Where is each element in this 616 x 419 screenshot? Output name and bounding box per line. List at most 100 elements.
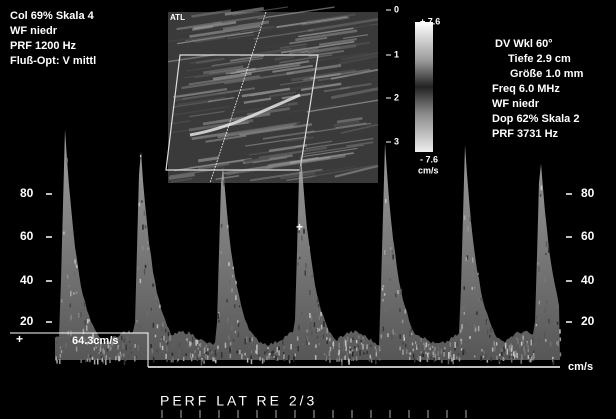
speckle (251, 359, 253, 364)
speckle (290, 344, 292, 350)
speckle (444, 347, 446, 350)
speckle (125, 356, 127, 361)
speckle (550, 342, 552, 347)
speckle (464, 349, 466, 354)
speckle (411, 333, 413, 335)
speckle (185, 353, 187, 355)
speckle (164, 348, 166, 351)
speckle (366, 351, 368, 354)
speckle (370, 355, 372, 359)
speckle (65, 342, 67, 348)
speckle (441, 349, 443, 354)
speckle (440, 356, 442, 359)
speckle (337, 355, 339, 359)
speckle (235, 295, 237, 300)
speckle (321, 325, 323, 329)
speckle (255, 350, 257, 353)
speckle (459, 357, 461, 361)
speckle (78, 313, 80, 318)
speckle (499, 358, 501, 362)
speckle (144, 211, 146, 216)
speckle (124, 339, 126, 342)
logo: ATL (170, 13, 185, 22)
speckle (120, 355, 122, 357)
speckle (88, 319, 90, 321)
speckle (521, 354, 523, 358)
speckle (63, 232, 65, 235)
speckle (363, 340, 365, 342)
info-left: PRF 1200 Hz (10, 40, 77, 52)
speckle (147, 247, 149, 250)
speckle (363, 352, 365, 354)
speckle (531, 357, 533, 361)
speckle (519, 344, 521, 348)
color-bar-unit: cm/s (418, 165, 439, 175)
speckle (416, 344, 418, 346)
speckle (169, 336, 171, 341)
speckle (228, 262, 230, 266)
speckle (205, 354, 207, 359)
speckle (120, 352, 122, 355)
speckle (60, 354, 62, 358)
speckle (429, 345, 431, 348)
depth-label: 1 (394, 49, 399, 59)
speckle (438, 347, 440, 350)
speckle (338, 343, 340, 349)
speckle (499, 354, 501, 356)
speckle (329, 351, 331, 356)
speckle (72, 294, 74, 296)
speckle (84, 320, 86, 325)
speckle (139, 203, 141, 207)
speckle (406, 349, 408, 354)
speckle (510, 344, 512, 348)
speckle (134, 356, 136, 362)
scale-right: 80 (581, 186, 595, 200)
scale-right: 40 (581, 273, 595, 287)
speckle (307, 336, 309, 342)
speckle (487, 360, 489, 363)
speckle (219, 261, 221, 267)
speckle (276, 357, 278, 359)
speckle (509, 345, 511, 351)
speckle (262, 358, 264, 364)
speckle (371, 357, 373, 363)
speckle (210, 355, 212, 359)
speckle (426, 342, 428, 347)
speckle (548, 247, 550, 253)
color-bar-top: + 7.6 (420, 16, 440, 26)
speckle (546, 300, 548, 303)
speckle (548, 319, 550, 324)
speckle (535, 342, 537, 346)
speckle (316, 329, 318, 333)
speckle (248, 346, 250, 350)
scale-right: 60 (581, 229, 595, 243)
speckle (494, 347, 496, 351)
speckle (370, 345, 372, 347)
speckle (480, 356, 482, 361)
speckle (315, 308, 317, 312)
speckle (395, 332, 397, 335)
speckle (351, 357, 353, 361)
speckle (221, 224, 223, 228)
speckle (231, 288, 233, 292)
speckle (402, 320, 404, 323)
speckle (472, 257, 474, 262)
speckle (247, 358, 249, 363)
speckle (88, 354, 90, 359)
speckle (327, 328, 329, 333)
speckle (412, 339, 414, 343)
ultrasound-screen: + + ATL cm/s 64.3cm/s + 7.6 - 7.6 cm/s P… (0, 0, 616, 419)
speckle (450, 342, 452, 347)
speckle (556, 304, 558, 309)
speckle (251, 337, 253, 341)
measurement: 64.3cm/s (72, 335, 118, 347)
speckle (127, 337, 129, 341)
speckle (133, 346, 135, 350)
speckle (203, 358, 205, 361)
speckle (323, 321, 325, 327)
speckle (509, 356, 511, 358)
footer: PERF LAT RE 2/3 (160, 393, 317, 409)
speckle (118, 358, 120, 360)
speckle (156, 350, 158, 353)
speckle (302, 343, 304, 345)
